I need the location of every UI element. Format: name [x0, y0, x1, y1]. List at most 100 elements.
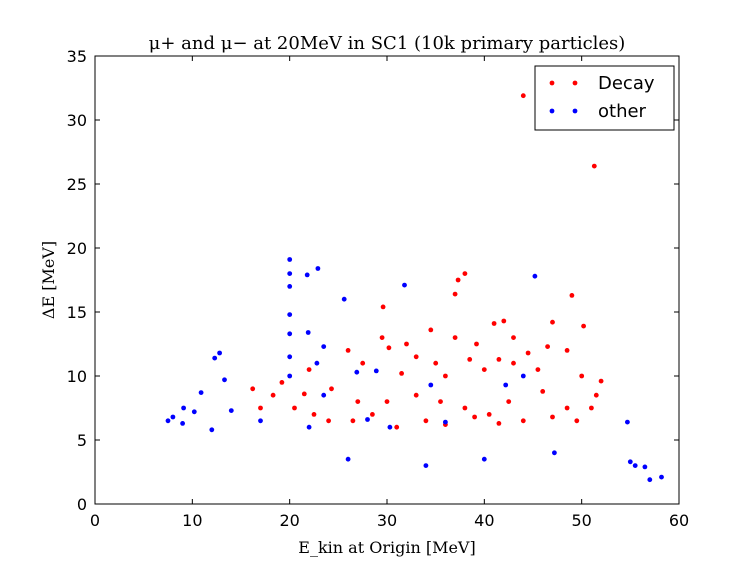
- y-tick-label: 0: [77, 495, 87, 514]
- data-point: [642, 464, 648, 470]
- data-point: [627, 459, 633, 465]
- legend: Decay other: [534, 65, 675, 131]
- data-point: [402, 282, 407, 288]
- data-point: [452, 291, 458, 297]
- data-point: [321, 392, 327, 398]
- data-point: [428, 382, 434, 388]
- data-point: [270, 392, 276, 398]
- data-point: [443, 419, 448, 425]
- data-point: [625, 419, 630, 425]
- data-point: [345, 348, 351, 353]
- data-point: [501, 318, 507, 324]
- data-point: [413, 354, 419, 360]
- data-point: [170, 414, 176, 420]
- data-point: [321, 344, 327, 349]
- data-point: [165, 418, 171, 424]
- data-point: [413, 392, 419, 398]
- x-tick-label: 30: [377, 511, 397, 530]
- chart-title: μ+ and μ− at 20MeV in SC1 (10k primary p…: [149, 33, 626, 54]
- x-tick-label: 50: [571, 511, 591, 530]
- data-point: [428, 327, 434, 333]
- data-point: [379, 335, 385, 340]
- data-point: [593, 392, 599, 398]
- data-point: [345, 456, 351, 462]
- legend-marker: [572, 108, 578, 114]
- data-point: [433, 360, 439, 366]
- legend-label: Decay: [598, 73, 655, 94]
- x-tick-label: 10: [182, 511, 202, 530]
- data-point: [491, 321, 497, 326]
- data-point: [423, 418, 429, 424]
- data-point: [574, 418, 580, 424]
- legend-marker: [549, 80, 555, 86]
- data-point: [287, 373, 293, 379]
- data-point: [222, 377, 227, 383]
- legend-box: [534, 65, 675, 131]
- data-point: [520, 418, 526, 424]
- data-point: [535, 367, 541, 372]
- data-point: [279, 380, 285, 385]
- data-point: [314, 360, 320, 366]
- legend-label: other: [598, 101, 647, 122]
- data-point: [360, 360, 366, 366]
- data-point: [365, 417, 370, 422]
- data-point: [209, 427, 215, 433]
- data-point: [212, 355, 218, 361]
- data-point: [311, 412, 317, 417]
- data-point: [579, 373, 585, 379]
- data-point: [545, 344, 550, 349]
- data-point: [306, 367, 312, 372]
- data-point: [373, 368, 379, 374]
- data-point: [550, 414, 555, 420]
- data-point: [462, 271, 468, 276]
- data-point: [591, 163, 597, 169]
- data-point: [384, 399, 390, 404]
- series-other: [165, 257, 664, 483]
- data-point: [287, 257, 293, 262]
- data-point: [474, 341, 479, 347]
- plot-area: [165, 93, 664, 483]
- x-axis-label: E_kin at Origin [MeV]: [298, 538, 475, 557]
- data-point: [394, 424, 400, 430]
- data-point: [228, 408, 234, 413]
- x-tick-label: 60: [669, 511, 689, 530]
- y-tick-label: 25: [67, 175, 87, 194]
- data-point: [659, 474, 664, 480]
- data-point: [472, 414, 477, 420]
- data-point: [589, 405, 594, 411]
- data-point: [329, 386, 334, 392]
- data-point: [503, 382, 509, 388]
- data-point: [341, 296, 347, 302]
- y-axis-label: ΔE [MeV]: [39, 241, 58, 319]
- data-point: [511, 335, 516, 340]
- data-point: [569, 293, 575, 298]
- data-point: [550, 319, 555, 325]
- data-point: [540, 389, 546, 394]
- data-point: [217, 350, 223, 356]
- data-point: [386, 345, 392, 351]
- data-point: [370, 412, 375, 417]
- data-point: [552, 450, 557, 456]
- data-point: [443, 373, 448, 379]
- data-point: [350, 418, 356, 424]
- data-point: [486, 412, 492, 417]
- data-point: [532, 273, 538, 279]
- data-point: [467, 357, 473, 362]
- data-point: [564, 405, 570, 411]
- data-point: [355, 399, 361, 404]
- y-axis: 0 5 10 15 20 25 30 35: [67, 47, 679, 514]
- data-point: [506, 399, 512, 404]
- data-point: [496, 421, 502, 426]
- data-point: [287, 271, 293, 276]
- data-point: [191, 409, 197, 415]
- data-point: [462, 405, 468, 411]
- data-point: [287, 354, 293, 360]
- data-point: [287, 312, 293, 317]
- y-tick-label: 30: [67, 111, 87, 130]
- data-point: [304, 272, 310, 278]
- data-point: [287, 331, 293, 337]
- data-point: [481, 456, 487, 462]
- data-point: [496, 357, 502, 362]
- data-point: [315, 266, 321, 271]
